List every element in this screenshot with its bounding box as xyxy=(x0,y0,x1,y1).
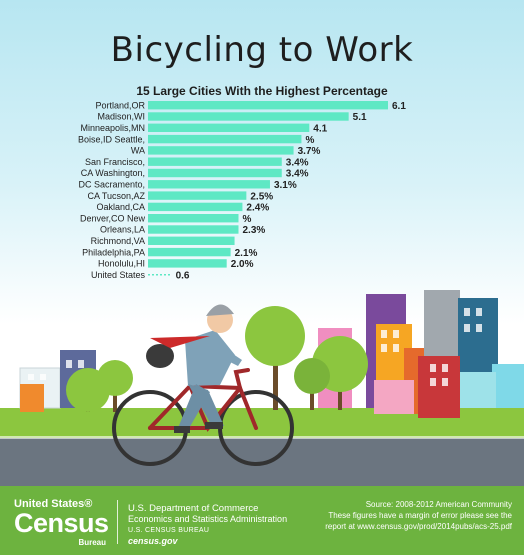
value-label: 2.1% xyxy=(235,248,258,259)
bar xyxy=(148,202,243,212)
bureau-name: U.S. CENSUS BUREAU xyxy=(128,527,210,534)
bar xyxy=(148,259,227,268)
value-label: 4.1 xyxy=(313,124,327,135)
category-label: CA Washington, xyxy=(81,168,145,178)
value-label: 3.4% xyxy=(286,157,309,168)
value-label: 2.3% xyxy=(242,225,265,236)
trees xyxy=(66,306,368,412)
value-label: 2.4% xyxy=(246,203,269,214)
category-label: Honolulu,HI xyxy=(98,259,145,269)
footer: United States® Census Bureau U.S. Depart… xyxy=(0,486,524,555)
department-name: U.S. Department of Commerce xyxy=(128,503,259,514)
value-label: 5.1 xyxy=(353,112,367,123)
bar xyxy=(148,225,239,234)
category-label: Orleans,LA xyxy=(100,225,145,235)
logo-bureau: Bureau xyxy=(78,538,106,547)
category-label: Richmond,VA xyxy=(91,236,145,246)
cyclist xyxy=(146,304,242,433)
bar xyxy=(148,146,294,155)
value-label: 0.6 xyxy=(176,270,190,281)
chart-title: 15 Large Cities With the Highest Percent… xyxy=(136,84,388,98)
category-label: WA xyxy=(131,146,145,156)
census-website: census.gov xyxy=(128,536,178,546)
value-label: 2.5% xyxy=(250,191,273,202)
bar xyxy=(148,236,235,245)
bar xyxy=(148,112,349,121)
category-label: Portland,OR xyxy=(95,100,145,110)
bar xyxy=(148,101,388,110)
category-label: Boise,ID Seattle, xyxy=(78,134,145,144)
source-line-3: report at www.census.gov/prod/2014pubs/a… xyxy=(325,522,512,531)
bar-chart: Portland,OR 6.1 Madison,WI 5.1 Minneapolis,M… xyxy=(78,100,406,281)
bar xyxy=(148,134,302,144)
category-label: CA Tucson,AZ xyxy=(87,191,145,201)
category-label: United States xyxy=(91,270,146,280)
source-line-2: These figures have a margin of error ple… xyxy=(328,511,512,520)
value-label: 6.1 xyxy=(392,101,406,112)
source-line-1: Source: 2008-2012 American Community xyxy=(365,500,512,509)
value-label: 3.7% xyxy=(298,146,321,157)
value-label: 3.1% xyxy=(274,180,297,191)
value-label: 2.0% xyxy=(231,259,254,270)
bar xyxy=(148,247,231,257)
category-label: Denver,CO New xyxy=(80,213,146,223)
category-label: Minneapolis,MN xyxy=(80,123,145,133)
logo-country: United States® xyxy=(14,498,93,510)
source-note: Source: 2008-2012 American Community The… xyxy=(302,499,512,532)
cyclist-illustration xyxy=(0,290,524,486)
category-label: Madison,WI xyxy=(97,112,145,122)
bar xyxy=(148,123,310,132)
value-label: % xyxy=(305,135,314,146)
bar xyxy=(148,168,282,178)
bar xyxy=(148,180,270,189)
category-label: Oakland,CA xyxy=(96,202,145,212)
bar xyxy=(148,214,239,223)
administration-name: Economics and Statistics Administration xyxy=(128,514,288,524)
logo-census: Census xyxy=(14,508,109,538)
category-label: DC Sacramento, xyxy=(78,180,145,190)
value-label: % xyxy=(242,214,251,225)
value-label: 3.4% xyxy=(286,169,309,180)
department-info: U.S. Department of Commerce Economics an… xyxy=(128,503,287,547)
category-label: Philadelphia,PA xyxy=(82,247,145,257)
footer-divider xyxy=(117,500,118,544)
bar xyxy=(148,157,282,166)
category-label: San Francisco, xyxy=(85,157,145,167)
census-logo: United States® Census Bureau xyxy=(14,498,110,548)
bar xyxy=(148,191,247,200)
infographic-title: Bicycling to Work xyxy=(110,30,414,70)
